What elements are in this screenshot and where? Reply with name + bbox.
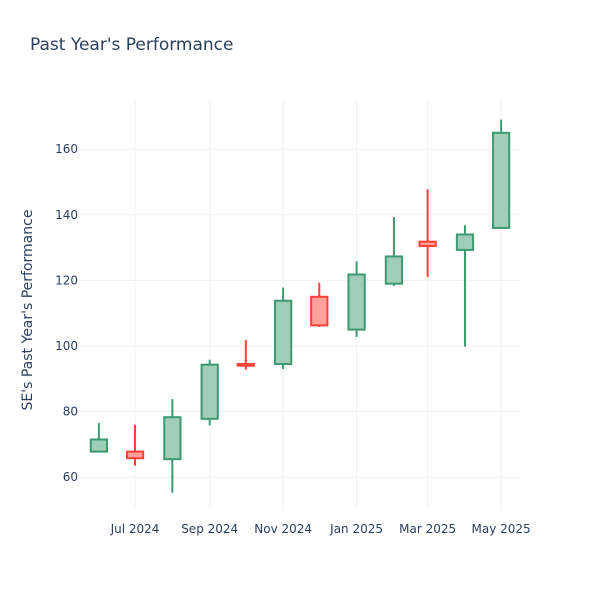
y-tick-label: 60 xyxy=(63,470,78,484)
chart-title: Past Year's Performance xyxy=(30,35,234,55)
candle-increasing xyxy=(200,359,219,426)
candle-body xyxy=(418,240,437,247)
candle-increasing xyxy=(274,287,293,369)
candle-body xyxy=(200,363,219,420)
candle-body xyxy=(491,131,511,229)
candle-body xyxy=(89,438,109,453)
candle-increasing xyxy=(455,225,475,347)
x-tick-label: Sep 2024 xyxy=(181,522,238,536)
y-axis-label: SE's Past Year's Performance xyxy=(20,210,36,411)
tick-layer: 60 80 100 120 140 160 Jul 2024 Sep 2024 Nov 2024… xyxy=(55,142,531,536)
candle-decreasing xyxy=(310,282,329,327)
x-tick-label: Nov 2024 xyxy=(254,522,312,536)
candle-body xyxy=(347,273,366,331)
candle-increasing xyxy=(491,119,511,229)
candle-decreasing xyxy=(125,424,145,466)
x-tick-label: Jul 2024 xyxy=(110,522,160,536)
y-tick-label: 140 xyxy=(55,208,78,222)
candle-body xyxy=(163,416,182,461)
candle-body xyxy=(384,255,404,285)
candle-increasing xyxy=(347,261,366,337)
y-tick-label: 100 xyxy=(55,339,78,353)
x-tick-label: May 2025 xyxy=(472,522,531,536)
candle-increasing xyxy=(89,423,109,453)
y-tick-label: 120 xyxy=(55,273,78,287)
x-tick-label: Mar 2025 xyxy=(399,522,456,536)
y-tick-label: 160 xyxy=(55,142,78,156)
candle-decreasing xyxy=(236,340,255,370)
x-tick-label: Jan 2025 xyxy=(329,522,383,536)
candle-increasing xyxy=(384,217,404,286)
grid-layer xyxy=(80,100,520,510)
candle-body xyxy=(236,363,255,367)
candle-increasing xyxy=(163,399,182,493)
candle-body xyxy=(274,299,293,366)
candle-body xyxy=(310,295,329,327)
candle-decreasing xyxy=(418,189,437,278)
candle-body xyxy=(125,450,145,460)
candle-layer xyxy=(89,119,511,493)
y-tick-label: 80 xyxy=(63,405,78,419)
candle-body xyxy=(455,233,475,251)
